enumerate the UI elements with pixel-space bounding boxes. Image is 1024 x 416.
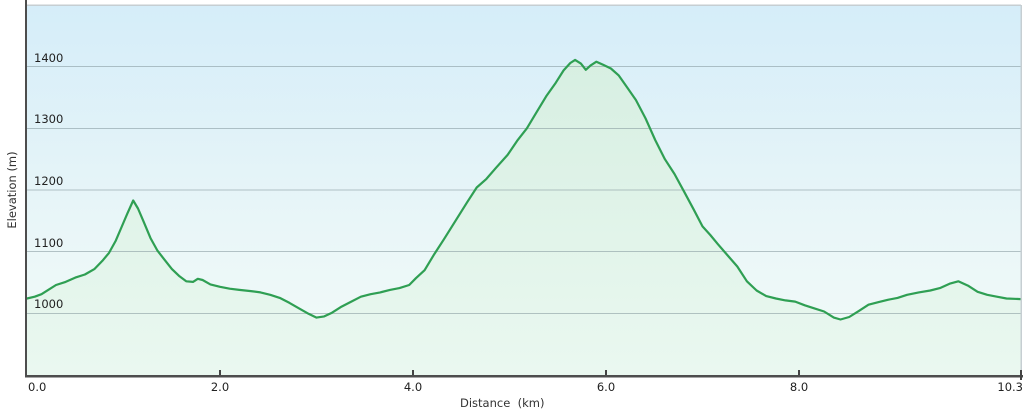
y-tick-label-1200: 1200 (34, 174, 64, 188)
x-tick-label-2.0: 2.0 (210, 380, 230, 394)
x-tick-label-8.0: 8.0 (789, 380, 809, 394)
x-tick-label-4.0: 4.0 (403, 380, 423, 394)
y-tick-label-1300: 1300 (34, 112, 64, 127)
y-axis-title: Elevation (m) (5, 151, 19, 229)
elevation-area (27, 59, 1021, 376)
y-tick-label-1000: 1000 (34, 297, 64, 312)
x-tick-label-6.0: 6.0 (596, 380, 616, 394)
y-tick-label-1400: 1400 (34, 50, 64, 65)
axes-frame (25, 0, 1023, 378)
x-tick-marks (219, 370, 1022, 380)
x-tick-label-0.0: 0.0 (28, 380, 47, 394)
x-axis-title: Distance (km) (460, 396, 545, 410)
y-tick-label-1100: 1100 (34, 235, 64, 250)
x-tick-label-10.3: 10.3 (997, 380, 1023, 394)
elevation-line (25, 58, 1023, 321)
